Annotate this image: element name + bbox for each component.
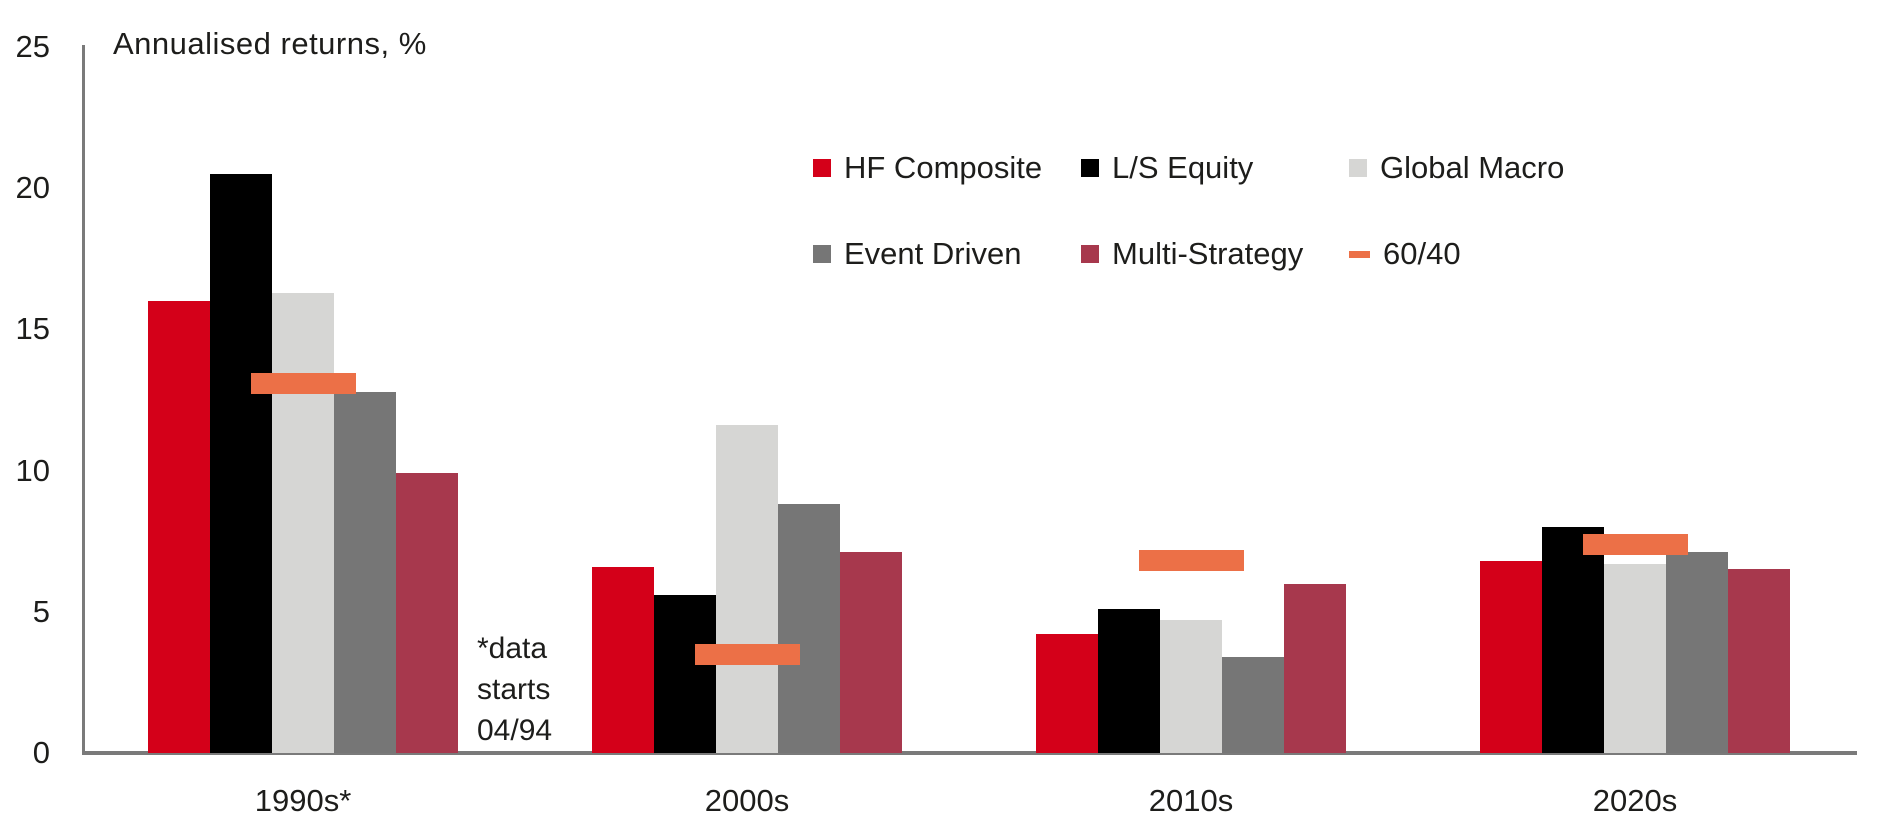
annotation-line: 04/94 xyxy=(477,714,553,747)
60-40-swatch-icon xyxy=(1349,250,1370,258)
bar-l-s-equity-2010s xyxy=(1098,608,1160,753)
bar-event-driven-2020s xyxy=(1666,552,1728,753)
legend-item-hf-composite: HF Composite xyxy=(813,150,1042,186)
x-label-1990s: 1990s* xyxy=(254,783,352,818)
bar-event-driven-2000s xyxy=(778,504,840,753)
bar-event-driven-1990s xyxy=(334,391,396,753)
event-driven-swatch-icon xyxy=(813,245,831,263)
bar-multi-strategy-2020s xyxy=(1728,569,1790,753)
bar-global-macro-2010s xyxy=(1160,620,1222,753)
annotation-line: *data xyxy=(477,632,548,665)
data-start-annotation: *data starts 04/94 xyxy=(477,628,552,751)
legend-label: 60/40 xyxy=(1383,236,1461,271)
legend-label: HF Composite xyxy=(844,150,1043,185)
bar-multi-strategy-2010s xyxy=(1284,583,1346,753)
legend-label: Event Driven xyxy=(844,236,1022,271)
y-tick-label-20: 20 xyxy=(15,170,50,206)
y-tick-label-5: 5 xyxy=(32,593,50,629)
bar-global-macro-2000s xyxy=(716,425,778,753)
chart-title: Annualised returns, % xyxy=(113,26,427,61)
x-label-2020s: 2020s xyxy=(1592,783,1678,818)
multi-strategy-swatch-icon xyxy=(1081,245,1099,263)
legend-label: L/S Equity xyxy=(1112,150,1254,185)
x-axis-line xyxy=(82,751,1857,755)
bar-multi-strategy-1990s xyxy=(396,473,458,753)
marker-60-40-2020s xyxy=(1582,533,1688,555)
y-tick-label-0: 0 xyxy=(32,735,50,770)
annotation-line: starts xyxy=(477,673,551,706)
y-axis-line xyxy=(82,45,85,755)
bar-global-macro-1990s xyxy=(272,292,334,753)
legend-label: Multi-Strategy xyxy=(1112,236,1304,271)
x-label-2010s: 2010s xyxy=(1148,783,1234,818)
bar-global-macro-2020s xyxy=(1604,563,1666,753)
x-label-2000s: 2000s xyxy=(704,783,790,818)
bar-l-s-equity-2000s xyxy=(654,594,716,753)
bar-l-s-equity-2020s xyxy=(1542,527,1604,753)
y-tick-label-25: 25 xyxy=(15,29,50,64)
bar-hf-composite-1990s xyxy=(148,301,210,753)
bar-hf-composite-2000s xyxy=(592,566,654,753)
hf-composite-swatch-icon xyxy=(813,159,831,177)
legend-item-event-driven: Event Driven xyxy=(813,236,1021,272)
legend-item-multi-strategy: Multi-Strategy xyxy=(1081,236,1303,272)
bar-multi-strategy-2000s xyxy=(840,552,902,753)
y-tick-label-15: 15 xyxy=(15,311,50,347)
marker-60-40-2000s xyxy=(694,643,800,665)
bar-event-driven-2010s xyxy=(1222,656,1284,753)
bar-hf-composite-2010s xyxy=(1036,634,1098,753)
legend-item-l-s-equity: L/S Equity xyxy=(1081,150,1253,186)
legend-item-global-macro: Global Macro xyxy=(1349,150,1564,186)
marker-60-40-2010s xyxy=(1138,550,1244,572)
marker-60-40-1990s xyxy=(250,372,356,394)
bar-hf-composite-2020s xyxy=(1480,560,1542,753)
legend-label: Global Macro xyxy=(1380,150,1565,185)
l-s-equity-swatch-icon xyxy=(1081,159,1099,177)
global-macro-swatch-icon xyxy=(1349,159,1367,177)
y-tick-label-10: 10 xyxy=(15,452,50,488)
legend-item-60-40: 60/40 xyxy=(1349,236,1461,272)
bar-l-s-equity-1990s xyxy=(210,174,272,753)
